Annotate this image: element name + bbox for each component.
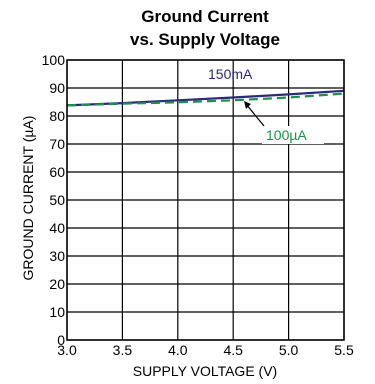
x-tick-label: 4.5	[223, 342, 243, 358]
y-axis-label: GROUND CURRENT (µA)	[20, 116, 36, 281]
x-tick-label: 5.0	[279, 342, 299, 358]
series-label-bg	[262, 126, 324, 144]
y-tick-labels: 0 10 20 30 40 50 60 70 80 90 100	[42, 52, 66, 348]
y-tick-label: 60	[49, 164, 65, 180]
y-tick-label: 70	[49, 136, 65, 152]
y-tick-label: 50	[49, 192, 65, 208]
plot-series	[66, 89, 345, 107]
chart-title-line-2: vs. Supply Voltage	[130, 30, 280, 49]
x-tick-label: 4.0	[168, 342, 188, 358]
y-tick-label: 100	[42, 52, 66, 68]
series-label-150ma: 150mA	[208, 66, 253, 82]
y-tick-label: 30	[49, 248, 65, 264]
chart-title-line-1: Ground Current	[141, 7, 269, 26]
x-tick-label: 3.0	[57, 342, 77, 358]
series-label-100ua: 100µA	[266, 127, 307, 143]
series-line-1	[66, 92, 345, 107]
y-tick-label: 80	[49, 108, 65, 124]
y-tick-label: 20	[49, 276, 65, 292]
x-tick-label: 3.5	[113, 342, 133, 358]
y-tick-label: 40	[49, 220, 65, 236]
plot-grid	[66, 59, 345, 341]
y-tick-label: 0	[57, 332, 65, 348]
plot-frame	[66, 59, 345, 341]
series-label-leader	[245, 103, 265, 127]
y-tick-label: 10	[49, 304, 65, 320]
x-tick-label: 5.5	[334, 342, 354, 358]
series-labels: 150mA 100µA	[208, 66, 324, 144]
y-tick-label: 90	[49, 80, 65, 96]
series-line-0	[66, 89, 345, 107]
x-axis-label: SUPPLY VOLTAGE (V)	[133, 363, 277, 379]
x-tick-labels: 3.0 3.5 4.0 4.5 5.0 5.5	[57, 342, 354, 358]
series-label-arrowhead	[244, 101, 251, 109]
